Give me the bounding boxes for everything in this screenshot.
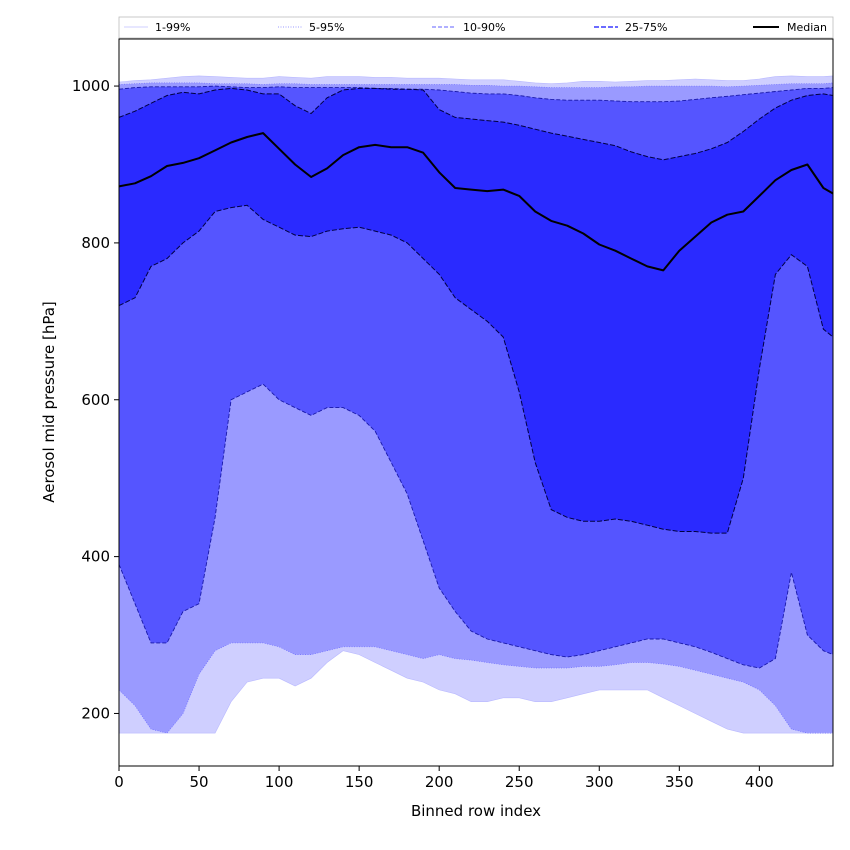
band-10-90-upper-edge: [118, 85, 834, 103]
legend-label-25-75: 25-75%: [625, 21, 667, 34]
x-axis-ticks: 0 50 100 150 200 250 300 350 400: [114, 766, 774, 791]
band-25-75-upper-edge: [118, 87, 834, 161]
percentile-bands: [119, 75, 833, 734]
median-line: [118, 132, 834, 272]
legend-label-10-90: 10-90%: [463, 21, 505, 34]
x-tick-label-350: 350: [665, 773, 694, 791]
band-10-90-lower-edge: [118, 383, 834, 669]
x-tick-label-250: 250: [505, 773, 534, 791]
y-tick-label-1000: 1000: [72, 77, 110, 95]
plot-frame: [118, 38, 834, 767]
x-tick-label-100: 100: [265, 773, 294, 791]
x-tick-label-300: 300: [585, 773, 614, 791]
band-5-95-upper-edge: [118, 82, 834, 88]
y-axis-label: Aerosol mid pressure [hPa]: [40, 301, 58, 503]
x-tick-label-50: 50: [189, 773, 208, 791]
band-25-75: [119, 88, 833, 534]
x-tick-label-200: 200: [425, 773, 454, 791]
y-tick-label-200: 200: [81, 704, 110, 722]
x-axis-label: Binned row index: [411, 802, 541, 820]
y-tick-label-600: 600: [81, 391, 110, 409]
y-tick-label-400: 400: [81, 548, 110, 566]
band-5-95-lower-edge: [118, 642, 833, 734]
legend-box: [118, 16, 834, 39]
y-tick-label-800: 800: [81, 234, 110, 252]
band-edge-lines: [118, 75, 834, 734]
x-tick-label-0: 0: [114, 773, 124, 791]
band-1-99-lower-edge: [119, 650, 833, 734]
band-25-75-lower-edge: [118, 204, 834, 534]
legend-label-5-95: 5-95%: [309, 21, 344, 34]
legend: 1-99% 5-95% 10-90% 25-75% Median: [118, 16, 834, 39]
band-1-99-upper-edge: [118, 75, 834, 85]
x-tick-label-400: 400: [745, 773, 774, 791]
y-axis-ticks: 200 400 600 800 1000: [72, 77, 119, 722]
x-tick-label-150: 150: [345, 773, 374, 791]
median-layer: [118, 132, 834, 272]
legend-label-1-99: 1-99%: [155, 21, 190, 34]
legend-label-median: Median: [787, 21, 827, 34]
